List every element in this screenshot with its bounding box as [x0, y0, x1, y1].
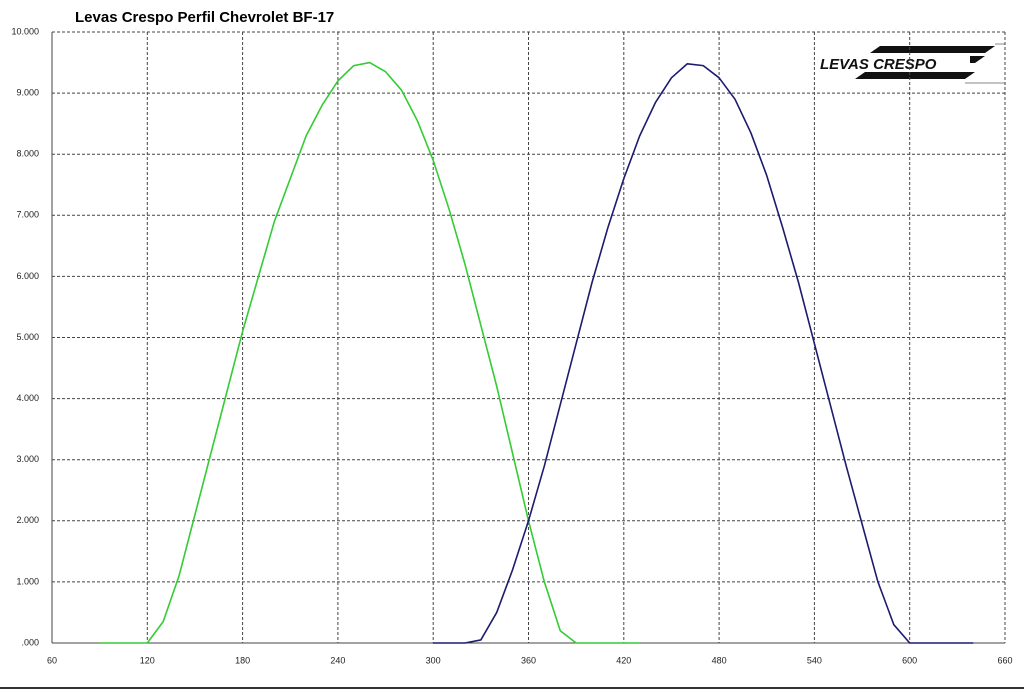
y-tick-label: 1.000: [16, 576, 39, 586]
x-tick-label: 660: [997, 655, 1012, 665]
y-tick-label: 6.000: [16, 271, 39, 281]
x-tick-label: 300: [426, 655, 441, 665]
x-tick-label: 60: [47, 655, 57, 665]
x-tick-label: 540: [807, 655, 822, 665]
y-tick-label: 9.000: [16, 87, 39, 97]
y-tick-label: 4.000: [16, 393, 39, 403]
x-tick-label: 480: [712, 655, 727, 665]
y-tick-label: 5.000: [16, 332, 39, 342]
chart-title: Levas Crespo Perfil Chevrolet BF-17: [75, 9, 334, 26]
x-tick-label: 180: [235, 655, 250, 665]
y-tick-label: 3.000: [16, 454, 39, 464]
y-tick-label: 8.000: [16, 149, 39, 159]
y-tick-label: 7.000: [16, 210, 39, 220]
x-tick-label: 360: [521, 655, 536, 665]
x-tick-label: 600: [902, 655, 917, 665]
line-series: [99, 61, 640, 644]
y-tick-label: 2.000: [16, 515, 39, 525]
line-series: [433, 62, 974, 644]
logo: LEVAS CRESPO: [815, 43, 1005, 84]
logo-text: LEVAS CRESPO: [820, 56, 937, 73]
y-tick-label: .000: [21, 637, 39, 647]
y-tick-label: 10.000: [11, 26, 39, 36]
x-tick-label: 120: [140, 655, 155, 665]
x-tick-label: 240: [330, 655, 345, 665]
x-tick-label: 420: [616, 655, 631, 665]
